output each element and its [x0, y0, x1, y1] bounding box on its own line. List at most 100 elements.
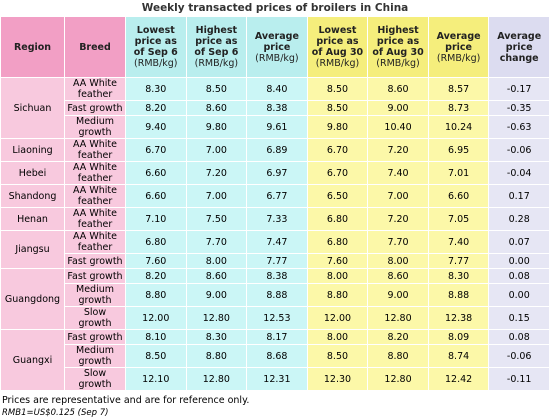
- price-cell: 8.57: [427, 77, 490, 101]
- price-cell: 6.80: [125, 230, 187, 254]
- price-cell: 8.38: [246, 100, 308, 116]
- price-cell: 9.61: [246, 115, 308, 139]
- title: Weekly transacted prices of broilers in …: [141, 2, 409, 14]
- header-unit: (RMB/kg): [315, 58, 360, 69]
- price-cell: 8.68: [246, 344, 308, 368]
- price-cell: 7.20: [185, 161, 248, 185]
- price-cell: 0.00: [488, 283, 550, 307]
- price-cell: -0.63: [488, 115, 550, 139]
- price-cell: 7.70: [185, 230, 248, 254]
- price-cell: 12.30: [306, 367, 369, 391]
- data-row: Guangdong Fast growth 8.20 8.60 8.38 8.00 8.60…: [0, 268, 550, 330]
- price-cell: 6.50: [306, 184, 369, 208]
- price-cell: 9.40: [125, 115, 187, 139]
- price-cell: 7.00: [185, 138, 248, 162]
- data-row: Fast growth 8.20 8.60 8.38 8.50 9.00 8.73 -0.35: [1, 100, 550, 116]
- price-cell: -0.06: [488, 138, 550, 162]
- price-cell: 8.20: [125, 100, 187, 116]
- breed-cell: AA White feather: [64, 207, 126, 231]
- data-row: Henan AA White feather 7.10 7.50 7.33 6.80 7.2…: [0, 207, 550, 231]
- price-cell: 8.60: [185, 268, 248, 284]
- header-text: Breed: [79, 41, 111, 53]
- header-text: Lowest price as of Aug 30: [311, 25, 364, 58]
- price-cell: 8.09: [427, 329, 490, 345]
- breed-cell: Medium growth: [64, 283, 126, 307]
- breed-cell: AA White feather: [64, 138, 126, 162]
- region-cell: Sichuan: [0, 77, 65, 139]
- price-cell: 7.01: [427, 161, 490, 185]
- price-cell: 6.95: [427, 138, 490, 162]
- price-cell: 8.20: [367, 329, 429, 345]
- header-text: Region: [13, 41, 52, 53]
- column-header: Average price (RMB/kg): [246, 16, 308, 78]
- price-cell: -0.11: [488, 367, 550, 391]
- price-cell: 8.60: [185, 100, 248, 116]
- region-cell: Shandong: [0, 184, 65, 208]
- price-cell: 0.07: [488, 230, 550, 254]
- data-row: Slow growth 12.00 12.80 12.53 12.00 12.80 12.3…: [1, 306, 550, 330]
- price-cell: 6.70: [306, 161, 369, 185]
- data-row: Medium growth 8.80 9.00 8.88 8.80 9.00 8.88 0.0…: [1, 283, 550, 307]
- price-cell: 8.60: [367, 77, 429, 101]
- price-cell: 8.80: [125, 283, 187, 307]
- header-unit: (RMB/kg): [376, 58, 420, 69]
- price-cell: 12.31: [246, 367, 308, 391]
- price-cell: 9.00: [367, 100, 429, 116]
- data-row: Slow growth 12.10 12.80 12.31 12.30 12.80 12.4…: [1, 367, 550, 391]
- column-header: Average price change: [488, 16, 550, 78]
- price-cell: 6.77: [246, 184, 308, 208]
- price-cell: 0.28: [488, 207, 550, 231]
- price-cell: 12.80: [367, 367, 429, 391]
- region-cell: Guangxi: [0, 329, 65, 391]
- price-cell: -0.04: [488, 161, 550, 185]
- data-row: Medium growth 8.50 8.80 8.68 8.50 8.80 8.74 -0.…: [1, 344, 550, 368]
- header-unit: (RMB/kg): [194, 58, 239, 69]
- price-cell: 12.10: [125, 367, 187, 391]
- price-cell: 0.15: [488, 306, 550, 330]
- header-text: Highest price as of Sep 6: [194, 25, 239, 58]
- price-cell: 8.80: [306, 283, 369, 307]
- price-cell: 8.00: [367, 253, 429, 269]
- price-cell: 6.80: [306, 207, 369, 231]
- price-cell: 8.80: [367, 344, 429, 368]
- price-cell: 9.00: [185, 283, 248, 307]
- price-cell: 8.40: [246, 77, 308, 101]
- price-cell: 9.00: [367, 283, 429, 307]
- breed-cell: AA White feather: [64, 161, 126, 185]
- column-header: Breed: [64, 16, 126, 78]
- price-cell: 6.80: [306, 230, 369, 254]
- breed-cell: Medium growth: [64, 115, 126, 139]
- data-row: Fast growth 7.60 8.00 7.77 7.60 8.00 7.77 0.00: [1, 253, 550, 269]
- price-cell: 8.50: [306, 344, 369, 368]
- column-header: Lowest price as of Sep 6 (RMB/kg): [125, 16, 187, 78]
- price-cell: 6.70: [306, 138, 369, 162]
- footer: Prices are representative and are for re…: [0, 391, 550, 420]
- region-cell: Hebei: [0, 161, 65, 185]
- header-text: Highest price as of Aug 30: [372, 25, 424, 58]
- data-row: Hebei AA White feather 6.60 7.20 6.97 6.70 7.4…: [0, 161, 550, 185]
- footer-note: Prices are representative and are for re…: [2, 395, 250, 406]
- price-cell: 12.42: [427, 367, 490, 391]
- breed-cell: Fast growth: [64, 253, 126, 269]
- price-cell: 8.50: [185, 77, 248, 101]
- price-cell: 6.97: [246, 161, 308, 185]
- price-cell: 12.00: [306, 306, 369, 330]
- data-row: Liaoning AA White feather 6.70 7.00 6.89 6.70…: [0, 138, 550, 162]
- price-cell: 7.40: [427, 230, 490, 254]
- header-text: Average price: [436, 30, 481, 53]
- price-table: Region Breed Lowest price as of Sep 6 (RMB/…: [0, 16, 550, 391]
- price-cell: 0.17: [488, 184, 550, 208]
- header-unit: (RMB/kg): [436, 52, 481, 64]
- price-cell: 8.74: [427, 344, 490, 368]
- price-cell: 8.30: [125, 77, 187, 101]
- data-row: Sichuan AA White feather 8.30 8.50 8.40 8.50 8…: [0, 77, 550, 139]
- price-cell: 7.00: [185, 184, 248, 208]
- price-cell: 7.05: [427, 207, 490, 231]
- price-cell: 12.80: [367, 306, 429, 330]
- header-row: Region Breed Lowest price as of Sep 6 (RMB/…: [0, 16, 550, 78]
- breed-cell: AA White feather: [64, 184, 126, 208]
- breed-cell: Fast growth: [64, 329, 126, 345]
- data-row: Shandong AA White feather 6.60 7.00 6.77 6.50…: [0, 184, 550, 208]
- price-cell: 8.38: [246, 268, 308, 284]
- price-cell: 8.88: [246, 283, 308, 307]
